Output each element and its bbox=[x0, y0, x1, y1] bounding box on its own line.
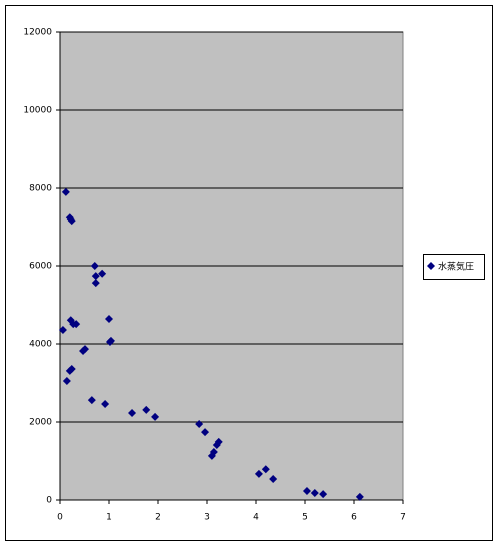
legend-marker bbox=[427, 262, 435, 270]
x-tick-label: 2 bbox=[155, 513, 161, 523]
legend-label: 水蒸気圧 bbox=[438, 261, 474, 273]
point bbox=[105, 315, 113, 324]
x-tick-label: 7 bbox=[400, 513, 406, 523]
point bbox=[201, 428, 210, 437]
point bbox=[195, 419, 204, 428]
point bbox=[105, 338, 114, 347]
point bbox=[91, 272, 100, 281]
y-tick-label: 6000 bbox=[29, 262, 52, 272]
point bbox=[87, 396, 96, 405]
y-tick-label: 12000 bbox=[23, 28, 52, 38]
point bbox=[151, 412, 160, 421]
point bbox=[91, 279, 100, 288]
point bbox=[66, 215, 75, 224]
point bbox=[142, 405, 151, 414]
point bbox=[319, 490, 328, 499]
x-tick-label: 1 bbox=[106, 513, 112, 523]
y-tick-label: 10000 bbox=[23, 106, 52, 116]
point bbox=[254, 469, 263, 478]
y-tick-label: 0 bbox=[46, 496, 52, 506]
x-tick-label: 0 bbox=[57, 513, 63, 523]
x-tick-label: 6 bbox=[351, 513, 357, 523]
x-tick-label: 5 bbox=[302, 513, 308, 523]
point bbox=[101, 400, 110, 409]
x-tick-label: 3 bbox=[204, 513, 210, 523]
point bbox=[79, 347, 88, 356]
point bbox=[72, 320, 81, 329]
point bbox=[355, 492, 364, 501]
y-tick-label: 2000 bbox=[29, 418, 52, 428]
point bbox=[62, 377, 71, 386]
point bbox=[214, 437, 223, 446]
point bbox=[98, 269, 107, 278]
point bbox=[209, 448, 218, 457]
point bbox=[128, 409, 137, 418]
point bbox=[261, 465, 270, 474]
y-tick-label: 8000 bbox=[29, 184, 52, 194]
point bbox=[269, 474, 278, 483]
point bbox=[90, 262, 99, 270]
point bbox=[58, 325, 67, 334]
point bbox=[310, 488, 319, 497]
y-tick-label: 4000 bbox=[29, 340, 52, 350]
point bbox=[67, 364, 76, 373]
point bbox=[61, 187, 70, 196]
point bbox=[302, 487, 311, 496]
x-tick-label: 4 bbox=[253, 513, 259, 523]
